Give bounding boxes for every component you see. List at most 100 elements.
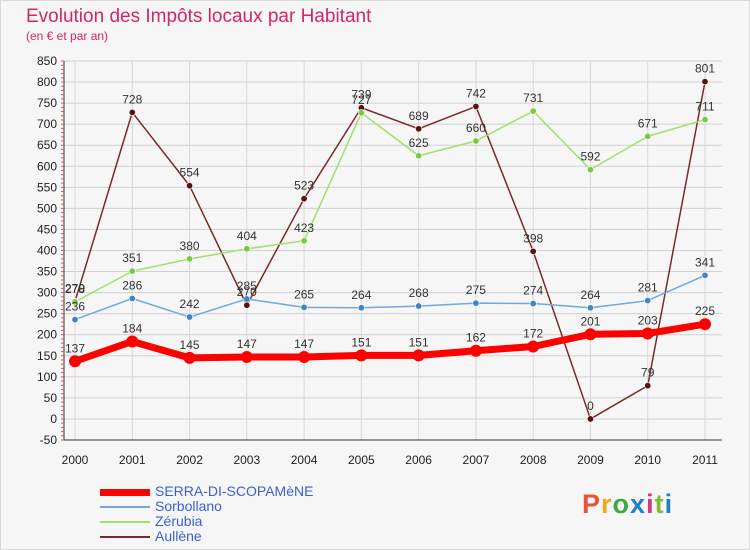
legend-label: SERRA-DI-SCOPAMèNE (155, 483, 314, 499)
data-point (71, 316, 79, 324)
data-point (472, 102, 480, 110)
data-point (701, 78, 709, 86)
data-label: 145 (180, 338, 200, 352)
data-label: 265 (294, 287, 314, 301)
data-label: 264 (580, 288, 600, 302)
data-point (701, 116, 709, 124)
y-tick-label: 300 (37, 286, 57, 300)
x-tick-label: 2006 (405, 453, 432, 467)
data-point (126, 335, 139, 348)
data-label: 398 (523, 231, 543, 245)
data-label: 184 (122, 321, 142, 335)
data-point (469, 344, 482, 357)
y-tick-label: 350 (37, 265, 57, 279)
y-tick-label: 50 (44, 391, 58, 405)
x-tick-label: 2003 (233, 453, 260, 467)
data-label: 341 (695, 255, 715, 269)
data-point (69, 355, 81, 368)
data-point (128, 108, 136, 116)
data-point (243, 245, 251, 253)
y-tick-label: 500 (37, 201, 57, 215)
legend-label: Sorbollano (155, 498, 222, 514)
data-point (529, 247, 537, 255)
data-point (186, 313, 194, 321)
data-point (472, 299, 480, 307)
data-point (584, 328, 597, 341)
x-tick-label: 2004 (291, 453, 318, 467)
logo-letter: o (612, 489, 631, 519)
data-point (412, 349, 425, 362)
data-label: 201 (580, 314, 600, 328)
y-tick-label: 850 (37, 54, 57, 68)
data-point (472, 137, 480, 145)
legend-swatch (100, 536, 150, 538)
x-tick-label: 2011 (692, 453, 718, 467)
data-point (186, 255, 194, 263)
data-point (644, 297, 652, 305)
data-point (355, 349, 368, 362)
data-point (699, 318, 711, 331)
data-label: 242 (180, 297, 200, 311)
logo-letter: r (601, 489, 613, 519)
series-line-0 (71, 320, 709, 365)
data-point (300, 195, 308, 203)
data-point (644, 382, 652, 390)
data-label: 151 (409, 335, 429, 349)
y-tick-label: 150 (37, 349, 57, 363)
data-label: 147 (294, 337, 314, 351)
x-tick-label: 2002 (176, 453, 203, 467)
data-label: 728 (122, 92, 142, 106)
data-point (243, 301, 251, 309)
series-line-1 (74, 274, 706, 321)
data-label: 423 (294, 221, 314, 235)
data-point (300, 237, 308, 245)
data-label: 0 (587, 399, 594, 413)
y-tick-label: -50 (40, 433, 58, 447)
data-label: 147 (237, 337, 257, 351)
data-point (357, 304, 365, 312)
legend-swatch (100, 506, 150, 508)
logo-letter: P (582, 489, 602, 519)
x-tick-label: 2007 (463, 453, 490, 467)
data-point (701, 271, 709, 279)
data-label: 554 (180, 166, 200, 180)
y-tick-label: 700 (37, 117, 57, 131)
data-label: 264 (351, 288, 371, 302)
data-label: 404 (237, 229, 257, 243)
data-point (71, 298, 79, 306)
data-label: 268 (409, 286, 429, 300)
x-tick-label: 2000 (62, 453, 89, 467)
data-point (415, 125, 423, 133)
data-label: 151 (351, 335, 371, 349)
data-label: 523 (294, 179, 314, 193)
data-point (243, 295, 251, 303)
y-tick-label: 0 (50, 412, 57, 426)
y-tick-label: 550 (37, 180, 57, 194)
data-point (357, 109, 365, 117)
data-point (529, 107, 537, 115)
chart-subtitle: (en € et par an) (26, 29, 109, 43)
proxiti-logo: Proxiti (582, 489, 673, 520)
legend-label: Aullène (155, 528, 202, 544)
data-label: 592 (580, 150, 600, 164)
legend-swatch (100, 488, 150, 496)
data-label: 270 (237, 285, 257, 299)
x-tick-label: 2009 (577, 453, 604, 467)
data-point (586, 415, 594, 423)
data-label: 727 (351, 93, 371, 107)
data-point (128, 267, 136, 275)
data-label: 172 (523, 327, 543, 341)
data-label: 137 (65, 341, 85, 355)
legend-swatch (100, 521, 150, 523)
logo-letter: t (654, 489, 665, 519)
data-point (641, 327, 654, 340)
data-point (529, 300, 537, 308)
data-point (128, 295, 136, 303)
data-label: 711 (695, 100, 714, 114)
series-line-3 (74, 80, 706, 420)
data-point (415, 152, 423, 160)
data-label: 225 (695, 304, 715, 318)
data-label: 671 (638, 116, 658, 130)
y-tick-label: 450 (37, 222, 57, 236)
x-tick-label: 2008 (520, 453, 547, 467)
